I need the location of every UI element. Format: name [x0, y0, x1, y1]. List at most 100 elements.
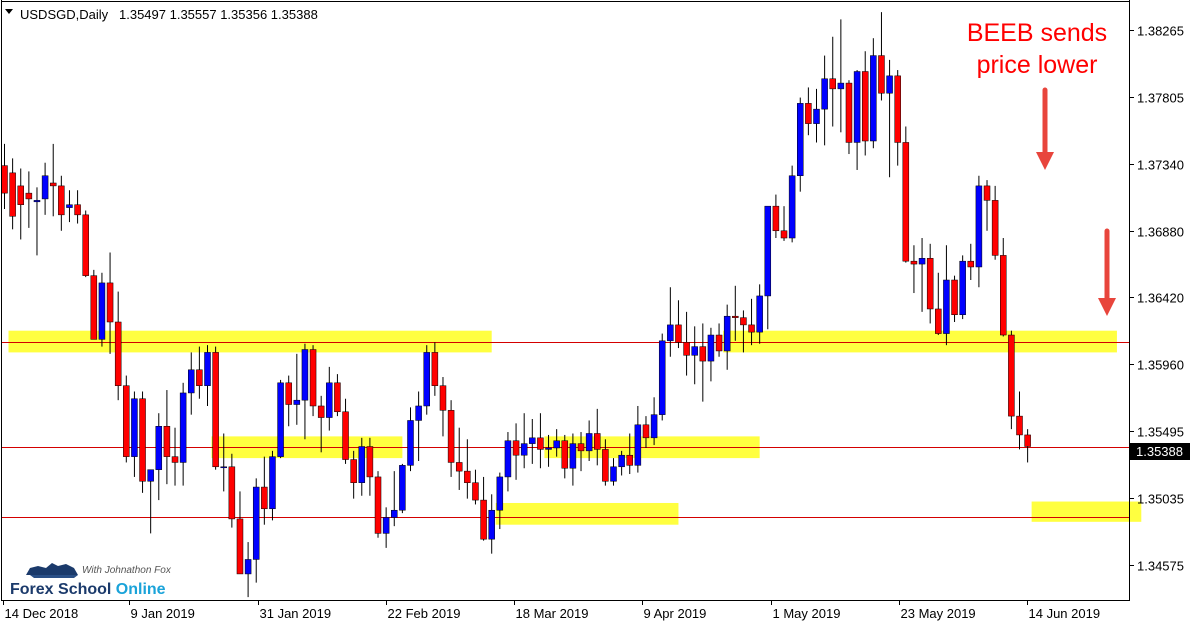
- y-tick-label: 1.35960: [1137, 358, 1184, 373]
- candle-body: [228, 466, 236, 520]
- candle: [472, 469, 479, 505]
- candle: [845, 80, 853, 155]
- collapse-triangle-icon[interactable]: [5, 9, 13, 14]
- annotation-line-2: price lower: [977, 51, 1098, 79]
- candle-body: [220, 466, 227, 469]
- candle: [805, 87, 812, 136]
- candle: [212, 346, 219, 470]
- candle-body: [756, 295, 763, 333]
- candle: [529, 419, 536, 464]
- logo-name: Forex School Online: [10, 581, 166, 598]
- candle: [9, 158, 16, 230]
- x-tick-label: 14 Dec 2018: [5, 606, 79, 621]
- candle-body: [959, 260, 966, 316]
- candle-body: [991, 200, 999, 256]
- chart-header: USDSGD,Daily 1.35497 1.35557 1.35356 1.3…: [5, 7, 318, 22]
- price-label-box: 1.35388: [1130, 443, 1190, 460]
- candle: [675, 300, 682, 349]
- candle: [496, 472, 504, 530]
- y-axis: 1.38265 1.37805 1.37340 1.36880 1.36420 1.359…: [1129, 24, 1184, 574]
- candle: [228, 453, 236, 528]
- candle-body: [1, 165, 8, 194]
- candle: [90, 269, 98, 340]
- support-resistance-zone: [723, 330, 1117, 353]
- candle: [334, 374, 341, 417]
- candle-body: [910, 260, 918, 265]
- candle-body: [342, 411, 349, 460]
- candle: [49, 143, 57, 217]
- candle: [975, 175, 983, 288]
- candle-body: [41, 175, 49, 200]
- price-label-text: 1.35388: [1136, 444, 1183, 459]
- candle-body: [634, 424, 642, 466]
- candle: [220, 433, 227, 492]
- candle: [480, 476, 487, 541]
- logo-tagline: With Johnathon Fox: [82, 565, 172, 576]
- candle: [602, 439, 609, 486]
- candle-body: [951, 279, 958, 316]
- candle-body: [236, 518, 244, 575]
- candle: [748, 298, 755, 346]
- candle: [926, 243, 934, 324]
- y-tick-label: 1.36880: [1137, 225, 1184, 240]
- candle: [764, 205, 772, 330]
- candle-body: [480, 499, 487, 540]
- candle-body: [139, 398, 146, 482]
- candle: [317, 395, 325, 453]
- candle-body: [155, 425, 163, 470]
- candle: [374, 471, 382, 538]
- candle-body: [658, 340, 666, 415]
- logo: With Johnathon Fox Forex School Online: [10, 563, 172, 598]
- candle-body: [772, 205, 780, 232]
- x-tick-label: 23 May 2019: [901, 606, 976, 621]
- candle: [447, 400, 455, 477]
- candle-body: [171, 456, 179, 463]
- candle: [350, 450, 357, 499]
- candle-body: [382, 517, 390, 534]
- candle: [1008, 330, 1015, 430]
- candle: [41, 162, 49, 215]
- candle-body: [569, 443, 577, 469]
- candle-body: [131, 398, 138, 457]
- candle-body: [488, 509, 495, 540]
- candle-body: [277, 382, 284, 457]
- candle-body: [1016, 415, 1023, 436]
- candle: [196, 346, 203, 399]
- candle: [959, 255, 966, 320]
- candle-body: [188, 369, 195, 394]
- candle: [123, 375, 130, 463]
- candle: [878, 12, 885, 101]
- candle: [780, 206, 788, 241]
- candle-body: [967, 260, 975, 268]
- candle: [618, 450, 625, 476]
- candle-body: [1008, 334, 1015, 417]
- candle: [391, 471, 398, 527]
- candle-body: [358, 446, 366, 483]
- candle: [285, 375, 292, 427]
- candle-body: [797, 103, 804, 177]
- candle: [861, 51, 869, 156]
- candle-body: [204, 352, 211, 386]
- candle: [577, 432, 585, 472]
- candle-body: [983, 185, 991, 201]
- y-tick-label: 1.36420: [1137, 291, 1184, 306]
- candle-body: [1000, 255, 1007, 336]
- candle-body: [691, 346, 698, 356]
- support-resistance-zone: [8, 330, 492, 353]
- candle-body: [196, 369, 203, 386]
- arrow-down-icon: [1036, 87, 1054, 170]
- candle-body: [821, 78, 828, 110]
- candle-body: [90, 275, 98, 340]
- candle-body: [269, 456, 276, 510]
- candle: [569, 433, 577, 486]
- candle-body: [309, 349, 317, 407]
- candle: [894, 70, 901, 166]
- candle-body: [301, 349, 309, 401]
- candle-body: [439, 385, 447, 411]
- candle: [399, 463, 406, 514]
- candle: [464, 439, 471, 499]
- candle-body: [788, 175, 796, 239]
- candle: [545, 434, 552, 467]
- candle-body: [935, 308, 942, 334]
